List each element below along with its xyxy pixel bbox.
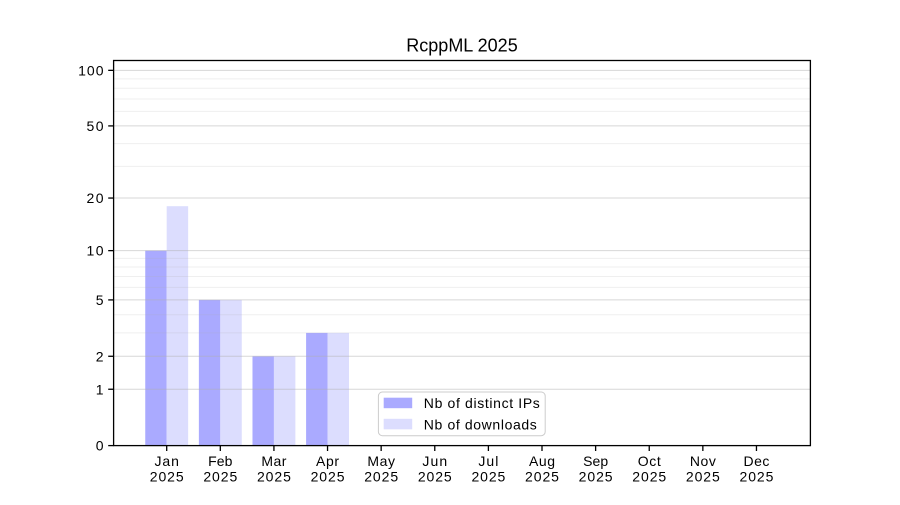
svg-text:10: 10 bbox=[87, 243, 104, 259]
svg-text:Jun: Jun bbox=[422, 453, 447, 469]
svg-text:Feb: Feb bbox=[208, 453, 233, 469]
svg-text:Jan: Jan bbox=[154, 453, 179, 469]
svg-text:May: May bbox=[367, 453, 395, 469]
svg-text:2025: 2025 bbox=[579, 469, 613, 485]
svg-text:2025: 2025 bbox=[364, 469, 398, 485]
svg-text:2025: 2025 bbox=[418, 469, 452, 485]
svg-text:1: 1 bbox=[96, 381, 104, 397]
svg-text:50: 50 bbox=[87, 118, 104, 134]
svg-text:2025: 2025 bbox=[740, 469, 774, 485]
svg-text:Oct: Oct bbox=[638, 453, 661, 469]
svg-text:2: 2 bbox=[96, 348, 104, 364]
svg-text:20: 20 bbox=[87, 190, 104, 206]
svg-text:2025: 2025 bbox=[257, 469, 291, 485]
svg-text:Nov: Nov bbox=[690, 453, 716, 469]
svg-text:Nb of downloads: Nb of downloads bbox=[424, 416, 537, 432]
svg-text:2025: 2025 bbox=[471, 469, 505, 485]
svg-text:0: 0 bbox=[96, 438, 104, 454]
svg-text:Nb of distinct IPs: Nb of distinct IPs bbox=[424, 395, 540, 411]
svg-text:Apr: Apr bbox=[316, 453, 339, 469]
svg-text:100: 100 bbox=[78, 62, 104, 78]
svg-text:5: 5 bbox=[96, 292, 104, 308]
svg-text:2025: 2025 bbox=[525, 469, 559, 485]
svg-text:Dec: Dec bbox=[744, 453, 770, 469]
svg-text:RcppML 2025: RcppML 2025 bbox=[406, 36, 517, 56]
svg-text:Aug: Aug bbox=[529, 453, 555, 469]
svg-text:2025: 2025 bbox=[203, 469, 237, 485]
svg-text:2025: 2025 bbox=[632, 469, 666, 485]
svg-text:2025: 2025 bbox=[311, 469, 345, 485]
svg-text:Jul: Jul bbox=[478, 453, 498, 469]
svg-text:Mar: Mar bbox=[261, 453, 286, 469]
svg-text:Sep: Sep bbox=[583, 453, 608, 469]
svg-text:2025: 2025 bbox=[150, 469, 184, 485]
svg-text:2025: 2025 bbox=[686, 469, 720, 485]
